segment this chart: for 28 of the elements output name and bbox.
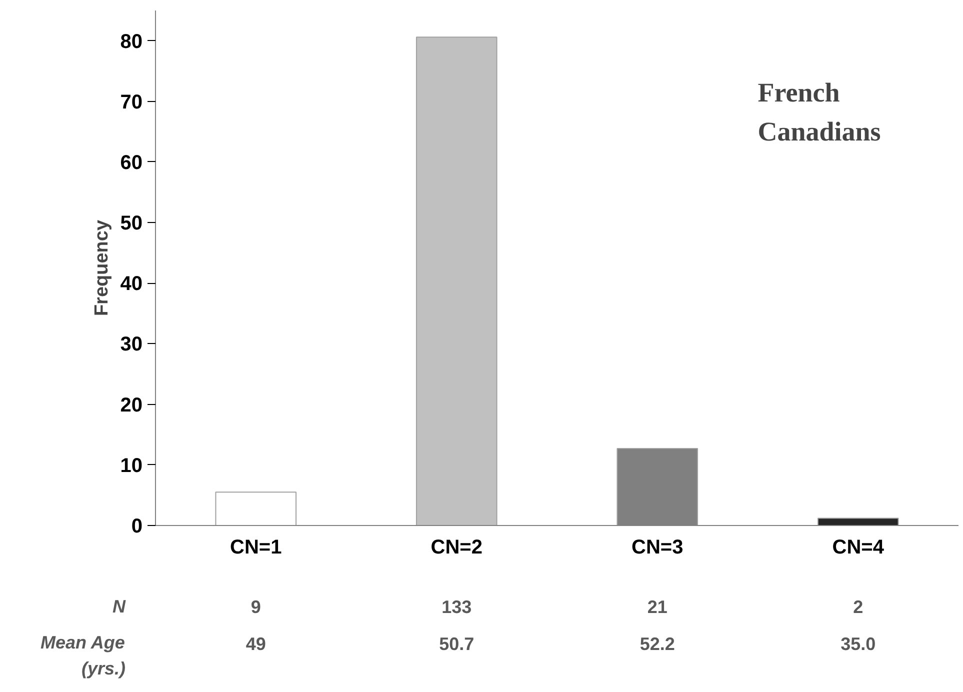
text: 49: [246, 634, 266, 654]
y-tick-label: 50: [120, 212, 143, 235]
y-tick-label: 80: [120, 30, 143, 53]
bar: [416, 36, 498, 526]
y-tick-label: 60: [120, 152, 143, 174]
text: Mean Age (yrs.): [40, 632, 126, 678]
y-tick-label: 10: [120, 454, 143, 477]
text: 2: [853, 597, 864, 617]
x-tick-label: CN=4: [832, 536, 885, 558]
bar: [215, 492, 297, 526]
y-axis-title: Frequency: [91, 220, 112, 316]
text: 133: [442, 597, 472, 617]
x-tick-label: CN=1: [230, 536, 282, 558]
y-tick-label: 20: [120, 394, 143, 416]
text: 35.0: [840, 634, 876, 654]
text: N: [112, 596, 126, 616]
x-tick-label: CN=2: [430, 536, 482, 558]
y-tick-label: 40: [120, 273, 143, 296]
text: 9: [250, 597, 261, 617]
text: French Canadians: [758, 77, 881, 146]
bar: [817, 518, 899, 526]
y-tick-label: 30: [120, 334, 143, 356]
x-tick-label: CN=3: [632, 536, 684, 558]
text: 50.7: [439, 634, 474, 654]
text: 52.2: [640, 634, 675, 654]
text: 21: [647, 597, 668, 617]
y-tick-label: 0: [131, 516, 142, 538]
y-tick-label: 70: [120, 91, 143, 114]
